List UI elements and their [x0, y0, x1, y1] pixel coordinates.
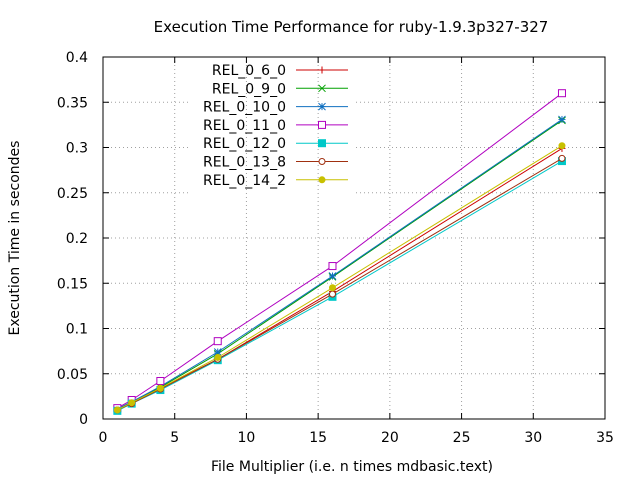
axes: 0 5 10 15 20 25 30 35 0 0.05 0.1 0.15 0.2 0.25 0.3 0.35…	[57, 50, 614, 446]
data-point	[318, 102, 326, 111]
legend-label: REL_0_14_2	[203, 173, 286, 189]
data-point	[328, 290, 336, 298]
y-tick-label: 0.15	[57, 276, 88, 292]
series-rel-0-14-2	[113, 142, 566, 414]
y-tick-label: 0.25	[57, 186, 88, 202]
data-point	[328, 262, 337, 271]
x-tick-label: 20	[381, 430, 399, 446]
data-point	[318, 158, 326, 165]
series-rel-0-11-0	[113, 89, 566, 413]
legend-entry: REL_0_9_0	[212, 81, 348, 97]
legend-label: REL_0_6_0	[212, 63, 286, 79]
data-point	[318, 84, 326, 93]
y-tick-label: 0	[79, 412, 88, 428]
legend-entry: REL_0_13_8	[203, 155, 348, 171]
legend-label: REL_0_10_0	[203, 100, 286, 116]
legend-entry: REL_0_6_0	[212, 63, 348, 79]
x-tick-label: 0	[99, 430, 108, 446]
series-line	[117, 145, 563, 411]
y-tick-label: 0.2	[66, 231, 88, 247]
data-point	[558, 115, 566, 124]
legend-entry: REL_0_11_0	[203, 118, 348, 134]
data-point	[213, 348, 222, 356]
x-tick-label: 5	[170, 430, 179, 446]
legend-entry: REL_0_12_0	[203, 136, 348, 152]
data-point	[318, 176, 326, 184]
x-tick-label: 25	[453, 430, 471, 446]
series-rel-0-10-0	[113, 115, 566, 413]
legend-label: REL_0_11_0	[203, 118, 286, 134]
series-lines	[113, 89, 566, 415]
data-point	[328, 272, 337, 280]
data-point	[318, 120, 326, 129]
data-point	[214, 353, 222, 361]
series-line	[117, 118, 563, 410]
legend-entry: REL_0_10_0	[203, 100, 348, 116]
chart-title: Execution Time Performance for ruby-1.9.…	[154, 18, 549, 36]
y-tick-label: 0.1	[66, 322, 88, 338]
x-tick-label: 15	[309, 430, 327, 446]
legend-entry: REL_0_14_2	[203, 173, 348, 189]
y-axis-label: Execution Time in secondes	[7, 141, 23, 336]
data-point	[156, 376, 165, 385]
data-point	[558, 142, 566, 150]
data-point	[558, 154, 566, 162]
series-line	[117, 119, 563, 410]
legend: REL_0_6_0 REL_0_9_0 REL_0_10_0 REL_0_11_0 RE…	[203, 63, 348, 189]
y-tick-label: 0.4	[66, 50, 88, 66]
plot-border	[102, 56, 606, 420]
legend-label: REL_0_13_8	[203, 155, 286, 171]
y-tick-label: 0.3	[66, 141, 88, 157]
data-point	[328, 284, 336, 292]
grid	[103, 57, 605, 419]
legend-label: REL_0_9_0	[212, 81, 286, 97]
y-tick-label: 0.35	[57, 95, 88, 111]
data-point	[128, 399, 136, 407]
legend-label: REL_0_12_0	[203, 136, 286, 152]
x-axis-label: File Multiplier (i.e. n times mdbasic.te…	[211, 459, 493, 475]
x-tick-label: 35	[596, 430, 614, 446]
x-tick-label: 10	[238, 430, 256, 446]
data-point	[156, 384, 164, 392]
data-point	[213, 337, 222, 346]
data-point	[318, 66, 326, 74]
data-point	[557, 89, 566, 98]
series-line	[117, 92, 563, 409]
x-tick-label: 30	[524, 430, 542, 446]
data-point	[113, 406, 121, 414]
data-point	[318, 139, 326, 148]
y-tick-label: 0.05	[57, 367, 88, 383]
